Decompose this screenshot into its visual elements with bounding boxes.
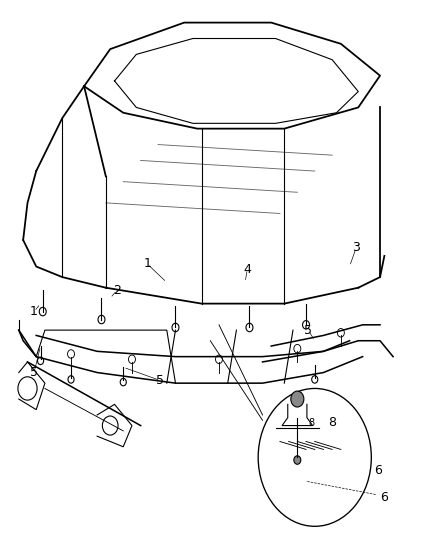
Circle shape — [291, 391, 304, 407]
Circle shape — [39, 308, 46, 316]
Circle shape — [172, 323, 179, 332]
Text: 8: 8 — [328, 416, 336, 430]
Circle shape — [294, 456, 301, 464]
Circle shape — [98, 316, 105, 324]
Circle shape — [246, 323, 253, 332]
Text: 6: 6 — [380, 491, 388, 504]
Text: 1: 1 — [30, 305, 38, 318]
Text: 3: 3 — [352, 241, 360, 254]
Circle shape — [67, 350, 74, 358]
Text: 5: 5 — [304, 324, 312, 337]
Circle shape — [337, 328, 344, 337]
Circle shape — [303, 320, 310, 329]
Text: 4: 4 — [244, 263, 251, 276]
Circle shape — [68, 376, 74, 383]
Circle shape — [128, 355, 135, 364]
Text: 2: 2 — [113, 284, 120, 297]
Text: 5: 5 — [30, 366, 38, 379]
Circle shape — [312, 376, 318, 383]
Text: 6: 6 — [374, 464, 382, 477]
Text: 8: 8 — [308, 418, 314, 428]
Circle shape — [38, 357, 44, 365]
Text: 5: 5 — [156, 374, 164, 387]
Circle shape — [120, 378, 126, 386]
Circle shape — [215, 355, 223, 364]
Text: 1: 1 — [143, 257, 151, 270]
Circle shape — [294, 344, 301, 353]
